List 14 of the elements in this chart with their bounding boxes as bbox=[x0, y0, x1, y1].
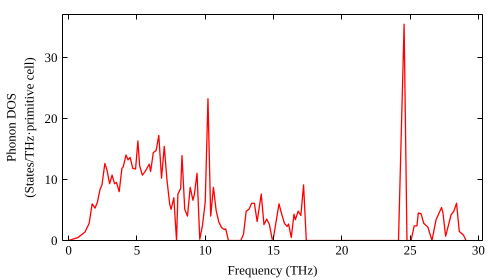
y-tick-label: 10 bbox=[44, 172, 58, 187]
x-axis-title: Frequency (THz) bbox=[228, 262, 318, 278]
y-tick-label: 20 bbox=[44, 110, 58, 126]
x-tick-label: 15 bbox=[267, 242, 280, 258]
x-tick-label: 5 bbox=[134, 242, 140, 258]
x-tick-label: 10 bbox=[198, 242, 212, 258]
x-tick-label: 20 bbox=[335, 242, 348, 258]
y-tick-label: 30 bbox=[44, 50, 58, 65]
x-tick-label: 0 bbox=[65, 242, 72, 258]
x-tick-label: 30 bbox=[472, 242, 485, 258]
y-axis-title: Phonon DOS (States/THz·primitive cell) bbox=[4, 57, 36, 198]
x-tick-label: 25 bbox=[404, 242, 417, 258]
line-series bbox=[68, 24, 467, 240]
y-tick-label: 0 bbox=[51, 233, 58, 248]
